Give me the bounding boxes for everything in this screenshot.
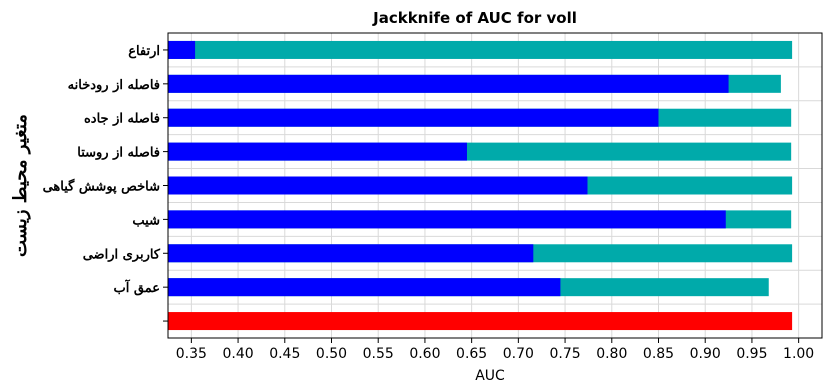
bar-all xyxy=(168,312,793,331)
y-axis-label: متغیر محیط زیست xyxy=(10,114,31,257)
x-tick-label: 0.75 xyxy=(549,346,580,362)
bar-only xyxy=(168,244,534,263)
x-ticks-layer: 0.35 0.40 0.45 0.50 0.55 0.60 0.65 0.70 0.75 0.80… xyxy=(176,338,814,362)
category-label: عمق آب xyxy=(114,279,161,296)
x-tick-label: 0.90 xyxy=(690,346,721,362)
x-tick-label: 0.45 xyxy=(269,346,300,362)
category-label: کاربری اراضی xyxy=(83,247,161,262)
category-label: فاصله از روستا xyxy=(77,146,160,161)
category-label: شیب xyxy=(132,213,160,228)
x-tick-label: 0.55 xyxy=(363,346,394,362)
bar-only xyxy=(168,176,588,195)
x-tick-label: 0.60 xyxy=(409,346,440,362)
bar-only xyxy=(168,142,467,161)
category-label: فاصله از رودخانه xyxy=(68,78,160,93)
chart-title: Jackknife of AUC for voll xyxy=(372,9,577,27)
x-tick-label: 0.70 xyxy=(503,346,534,362)
bar-only xyxy=(168,278,561,297)
x-tick-label: 0.85 xyxy=(643,346,674,362)
category-label: ارتفاع xyxy=(128,44,160,59)
category-label: شاخص پوشش گیاهی xyxy=(43,178,161,195)
bar-only xyxy=(168,108,659,127)
x-tick-label: 1.00 xyxy=(783,346,814,362)
x-tick-label: 0.80 xyxy=(596,346,627,362)
x-tick-label: 0.35 xyxy=(176,346,207,362)
x-axis-label: AUC xyxy=(475,368,505,384)
bar-only xyxy=(168,74,729,93)
x-tick-label: 0.40 xyxy=(222,346,253,362)
x-tick-label: 0.95 xyxy=(736,346,767,362)
bar-without xyxy=(168,40,793,59)
bar-only xyxy=(168,40,196,59)
category-labels-layer: ارتفاع فاصله از رودخانه فاصله از جاده فاصله… xyxy=(43,44,168,322)
x-tick-label: 0.50 xyxy=(316,346,347,362)
bars-layer xyxy=(168,40,793,331)
category-label: فاصله از جاده xyxy=(84,112,160,127)
x-tick-label: 0.65 xyxy=(456,346,487,362)
bar-only xyxy=(168,210,726,229)
